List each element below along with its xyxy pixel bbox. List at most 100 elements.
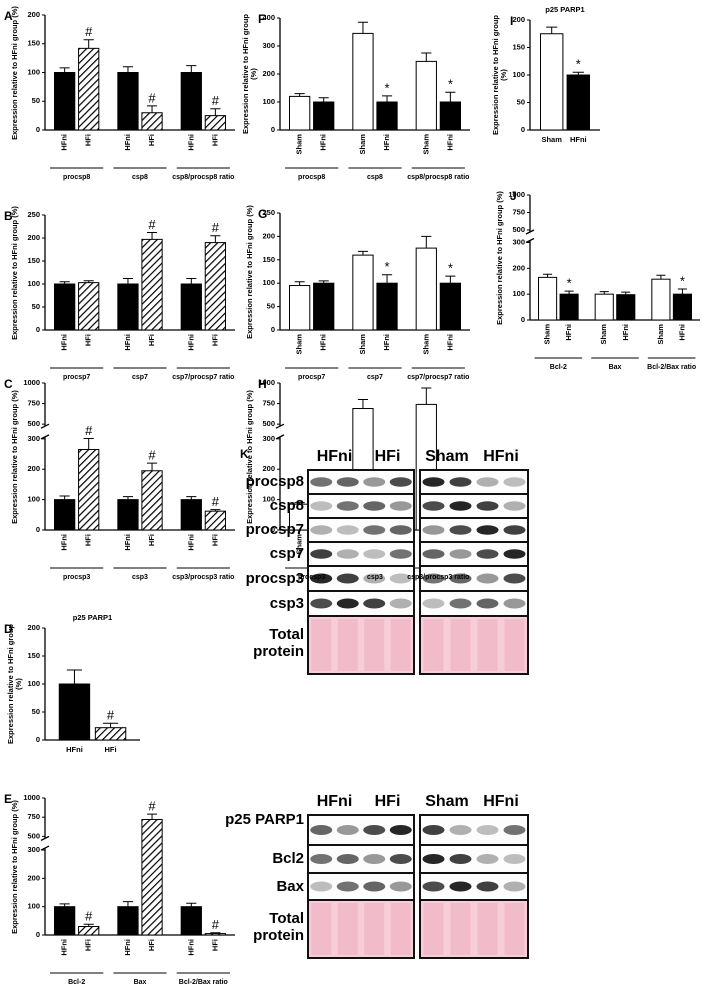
y-tick-label: 1000 xyxy=(258,378,275,387)
error-bar xyxy=(59,67,70,73)
bar xyxy=(54,906,76,936)
error-bar xyxy=(381,274,393,284)
y-tick-label: 200 xyxy=(27,623,40,632)
error-bar xyxy=(210,108,221,116)
group-label: csp7/procsp7 ratio xyxy=(407,374,470,381)
blot-band xyxy=(476,501,499,511)
blot-lane xyxy=(311,619,332,671)
y-tick-label: 200 xyxy=(512,15,525,24)
blot-box xyxy=(307,493,415,519)
error-bar xyxy=(122,901,134,907)
y-tick-label: 1000 xyxy=(508,190,525,199)
y-tick-label: 0 xyxy=(36,125,40,134)
y-tick-label: 500 xyxy=(512,225,525,234)
bar xyxy=(180,499,202,531)
bar xyxy=(117,906,139,936)
bar xyxy=(313,282,335,331)
x-tick-label: HFni xyxy=(186,939,195,956)
y-tick-label: 0 xyxy=(36,525,40,534)
bar xyxy=(117,283,139,331)
bar xyxy=(117,72,139,131)
blot-header: HFni xyxy=(483,448,519,465)
y-tick-label: 250 xyxy=(262,208,275,217)
blot-band xyxy=(310,477,333,487)
error-bar xyxy=(543,273,553,278)
y-tick-label: 50 xyxy=(32,707,40,716)
y-tick-label: 50 xyxy=(32,302,40,311)
x-tick-label: HFni xyxy=(445,134,454,151)
group-label: csp8 xyxy=(132,174,148,181)
blot-lane xyxy=(450,619,471,671)
bar xyxy=(616,294,636,321)
error-bar xyxy=(656,274,666,280)
x-tick-label: HFi xyxy=(147,334,156,346)
bar xyxy=(78,47,100,131)
panel-label: F xyxy=(258,12,265,26)
bar xyxy=(651,278,671,321)
blot-band xyxy=(310,549,333,559)
blot-lane xyxy=(311,903,332,955)
bar xyxy=(204,242,227,331)
y-tick-label: 200 xyxy=(27,10,40,19)
blot-band xyxy=(310,573,333,584)
bar xyxy=(439,101,462,131)
group-label: Bcl-2 xyxy=(549,364,567,371)
panel-label: C xyxy=(4,377,13,391)
x-tick-label: Sham xyxy=(421,334,430,355)
y-axis-label: Expression relative to HFni group (%) xyxy=(9,389,19,524)
significance-marker: # xyxy=(85,909,93,924)
axis-break xyxy=(275,434,285,440)
blot-lane xyxy=(504,903,525,955)
y-axis-label: Expression relative to HFni group (%) xyxy=(240,13,258,135)
bar xyxy=(58,683,91,741)
blot-band xyxy=(476,825,499,835)
blot-band xyxy=(449,477,472,487)
y-tick-label: 100 xyxy=(27,67,40,76)
error-bar xyxy=(357,398,369,409)
error-bar xyxy=(122,496,134,500)
error-bar xyxy=(445,275,456,284)
group-label: csp3 xyxy=(132,574,148,581)
y-tick-label: 500 xyxy=(27,419,40,428)
bar xyxy=(94,727,127,741)
group-label: procsp7 xyxy=(63,374,91,381)
blot-band xyxy=(389,549,412,559)
blot-box xyxy=(307,899,415,959)
x-tick-label: HFi xyxy=(84,534,93,546)
y-tick-label: 1000 xyxy=(23,378,40,387)
group-label: csp3/procsp3 ratio xyxy=(407,574,470,581)
blot-header: HFni xyxy=(483,793,519,810)
blot-band xyxy=(336,501,359,511)
blot-band xyxy=(476,598,499,609)
bar xyxy=(439,282,462,331)
blot-band xyxy=(422,501,445,511)
blot-band xyxy=(389,573,412,584)
panel-label: D xyxy=(4,622,13,636)
x-tick-label: HFi xyxy=(210,134,219,146)
y-axis-label: Expression relative to HFni group (%) xyxy=(244,389,254,524)
error-bar xyxy=(146,105,158,113)
axis-break xyxy=(40,845,50,851)
bar xyxy=(180,72,202,131)
significance-marker: # xyxy=(212,917,220,932)
blot-band xyxy=(310,501,333,511)
y-tick-label: 0 xyxy=(271,325,275,334)
blot-row-label: csp7 xyxy=(269,545,304,562)
x-tick-label: HFni xyxy=(123,134,132,151)
x-tick-label: HFi xyxy=(147,939,156,951)
panel-label: I xyxy=(510,14,513,28)
blot-band xyxy=(389,854,412,864)
blot-row-label: p25 PARP1 xyxy=(225,811,304,828)
blot-band xyxy=(503,825,526,835)
error-bar xyxy=(294,93,305,97)
bar xyxy=(141,238,163,331)
blot-band xyxy=(449,598,472,609)
significance-marker: * xyxy=(448,77,453,92)
group-label: csp3/procsp3 ratio xyxy=(172,574,235,581)
blot-header: HFi xyxy=(374,448,401,465)
error-bar xyxy=(83,923,94,927)
x-tick-label: HFni xyxy=(621,324,630,341)
significance-marker: * xyxy=(576,57,581,72)
y-axis-label: Expression relative to HFni group (%) xyxy=(5,623,23,745)
